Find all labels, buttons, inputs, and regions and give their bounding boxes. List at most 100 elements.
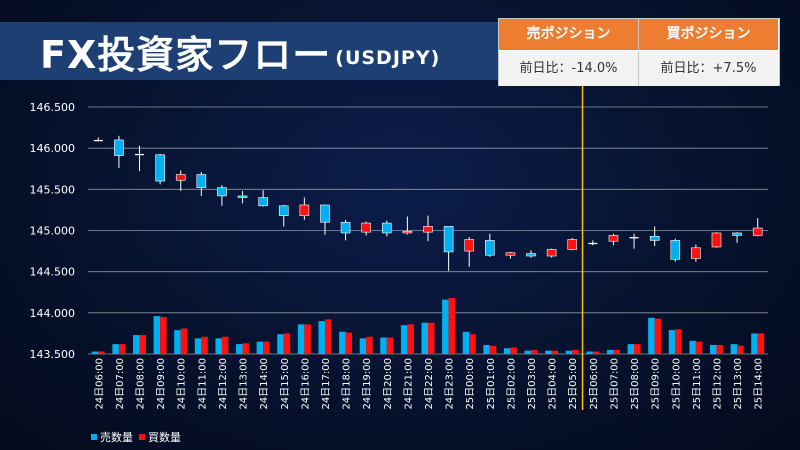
buy-volume-bar	[345, 332, 353, 354]
sell-volume-bar	[627, 344, 635, 354]
buy-volume-bar	[531, 349, 538, 354]
candle-body	[691, 247, 701, 259]
candles	[93, 135, 763, 271]
x-tick-label: 25日12:00	[712, 358, 723, 410]
candle-body	[217, 187, 227, 197]
sell-volume-bar	[689, 340, 696, 354]
x-tick-label: 24日16:00	[300, 358, 311, 410]
buy-volume-bar	[757, 333, 765, 354]
legend-swatch-sell	[91, 434, 97, 440]
sell-volume-bar	[194, 338, 202, 354]
sell-volume-bar	[648, 317, 655, 354]
volume-bars	[91, 298, 765, 354]
x-tick-label: 25日11:00	[692, 358, 703, 410]
buy-volume-bar	[98, 351, 105, 354]
buy-volume-bar	[386, 337, 394, 354]
y-tick-label: 143.500	[30, 348, 76, 361]
buy-volume-bar	[324, 319, 332, 354]
candle-body	[752, 227, 763, 236]
x-tick-label: 25日04:00	[548, 358, 559, 410]
buy-volume-bar	[695, 341, 703, 354]
buy-volume-bar	[366, 336, 373, 354]
y-tick-label: 145.000	[30, 225, 76, 238]
buy-volume-bar	[407, 324, 414, 354]
y-axis-ticks: 146.500 146.000 145.500 145.000 144.500 144.0…	[30, 101, 76, 361]
buy-volume-bar	[737, 345, 744, 354]
buy-volume-bar	[448, 298, 456, 354]
candle-body	[114, 139, 124, 156]
candle-body	[443, 226, 454, 253]
x-tick-label: 25日09:00	[651, 358, 662, 410]
candle-body	[649, 235, 660, 241]
sell-volume-bar	[606, 349, 614, 354]
x-tick-label: 24日17:00	[321, 358, 332, 410]
candle-body	[505, 252, 516, 256]
buy-volume-bar	[469, 334, 476, 354]
x-axis-ticks: 24日06:00 24日07:00 24日08:00 24日09:00 24日10:00…	[94, 358, 764, 410]
x-tick-label: 24日07:00	[115, 358, 126, 410]
sell-volume-bar	[545, 350, 552, 354]
sell-volume-bar	[91, 351, 99, 354]
x-tick-label: 25日14:00	[754, 358, 765, 410]
y-tick-label: 145.500	[30, 183, 76, 196]
candle-body	[340, 221, 351, 234]
sell-volume-bar	[483, 344, 490, 354]
sell-position-header: 売ポジション	[499, 19, 638, 50]
buy-volume-bar	[654, 318, 662, 354]
x-tick-label: 25日13:00	[733, 358, 744, 410]
x-tick-label: 24日18:00	[342, 358, 353, 410]
title-bar	[0, 22, 498, 80]
x-tick-label: 24日21:00	[403, 358, 414, 410]
candle-body	[588, 242, 598, 245]
sell-volume-bar	[256, 341, 264, 354]
candle-body	[278, 205, 289, 216]
x-tick-label: 25日06:00	[589, 358, 600, 410]
buy-volume-bar	[139, 335, 147, 354]
candle-body	[732, 232, 742, 236]
title-text: FX投資家フロー	[40, 33, 332, 77]
sell-volume-bar	[730, 344, 738, 354]
candle-body	[237, 195, 248, 198]
sell-volume-bar	[462, 331, 470, 354]
buy-volume-bar	[201, 336, 208, 354]
buy-position-column: 買ポジション 前日比：+7.5%	[639, 19, 778, 86]
buy-volume-bar	[716, 344, 723, 354]
y-tick-label: 146.000	[30, 142, 76, 155]
x-tick-label: 24日22:00	[424, 358, 435, 410]
candle-body	[175, 174, 186, 181]
sell-volume-bar	[421, 322, 428, 354]
buy-volume-bar	[118, 344, 126, 354]
buy-volume-bar	[592, 351, 600, 354]
x-tick-label: 24日14:00	[259, 358, 270, 410]
buy-volume-bar	[283, 333, 291, 354]
y-tick-label: 146.500	[30, 101, 76, 114]
sell-volume-bar	[586, 351, 593, 354]
title-subtitle: (USDJPY)	[335, 47, 441, 69]
x-tick-label: 24日08:00	[136, 358, 147, 410]
legend-item-sell: 売数量	[91, 431, 133, 444]
candle-body	[361, 222, 371, 233]
candle-body	[299, 204, 310, 216]
sell-volume-bar	[236, 344, 243, 354]
candle-body	[258, 197, 268, 207]
buy-volume-bar	[242, 343, 250, 354]
buy-volume-bar	[221, 336, 229, 354]
candle-body	[629, 237, 639, 239]
x-tick-label: 24日23:00	[445, 358, 456, 410]
x-tick-label: 25日00:00	[465, 358, 476, 410]
buy-volume-bar	[551, 350, 559, 354]
sell-volume-bar	[400, 325, 408, 354]
buy-volume-bar	[613, 349, 620, 354]
sell-position-column: 売ポジション 前日比：-14.0%	[499, 19, 639, 86]
sell-volume-bar	[174, 330, 181, 354]
x-tick-label: 24日09:00	[156, 358, 167, 410]
legend-swatch-buy	[139, 434, 145, 440]
sell-volume-bar	[668, 330, 676, 354]
x-tick-label: 25日10:00	[671, 358, 682, 410]
x-tick-label: 25日03:00	[527, 358, 538, 410]
sell-volume-bar	[153, 316, 161, 354]
buy-volume-bar	[510, 347, 517, 354]
candle-body	[423, 226, 433, 233]
position-table: 売ポジション 前日比：-14.0% 買ポジション 前日比：+7.5%	[498, 18, 780, 86]
